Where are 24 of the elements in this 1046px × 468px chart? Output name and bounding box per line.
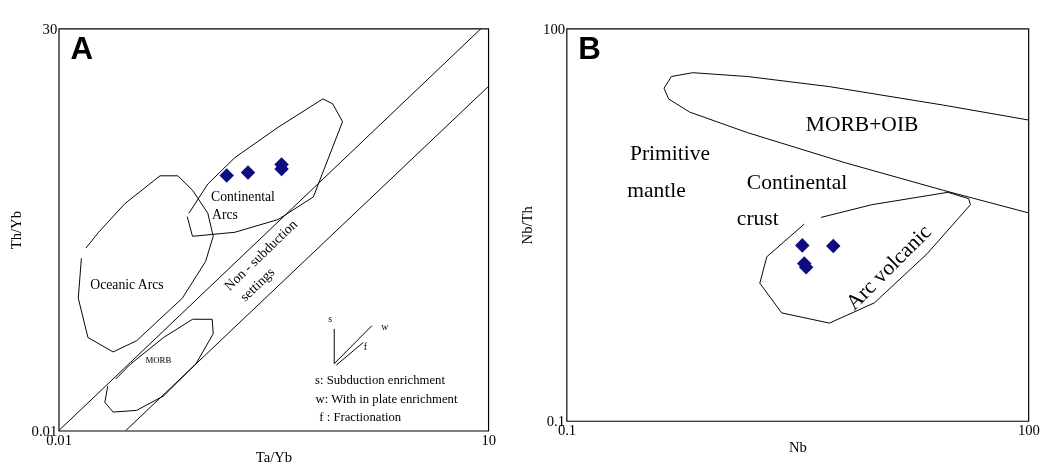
y-axis-title: Nb/Th xyxy=(519,205,536,245)
x-tick-label: 100 xyxy=(1017,422,1040,439)
annotation: MORB+OIB xyxy=(805,111,919,136)
annotation: f : Fractionation xyxy=(319,409,402,424)
annotation: mantle xyxy=(627,178,686,203)
y-tick-label: 30 xyxy=(42,20,58,37)
annotation: w: With in plate enrichment xyxy=(315,391,458,406)
x-tick-label: 10 xyxy=(481,431,497,448)
annotation: crust xyxy=(736,205,779,230)
annotation: Continental xyxy=(746,170,848,195)
annotation: Arcs xyxy=(212,207,238,223)
chart-title: B xyxy=(578,30,601,66)
annotation: Oceanic Arcs xyxy=(90,276,164,292)
x-axis-title: Ta/Yb xyxy=(255,448,293,465)
annotation: s: Subduction enrichment xyxy=(315,372,446,387)
annotation: w xyxy=(381,320,390,332)
annotation: MORB xyxy=(145,355,172,366)
annotation: s xyxy=(328,312,333,324)
y-axis-title: Th/Yb xyxy=(7,211,24,250)
annotation: f xyxy=(363,340,368,352)
annotation: Primitive xyxy=(629,140,711,165)
chart-title: A xyxy=(70,30,94,66)
x-axis-title: Nb xyxy=(788,438,807,455)
annotation: Continental xyxy=(211,188,276,204)
